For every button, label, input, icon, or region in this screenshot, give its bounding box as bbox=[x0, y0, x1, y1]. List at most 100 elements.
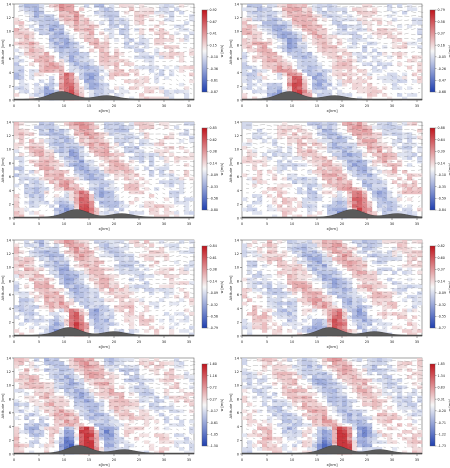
heatmap-cell bbox=[337, 173, 343, 178]
wind-arrow bbox=[369, 33, 375, 35]
heatmap-cell bbox=[19, 322, 25, 326]
wind-arrow bbox=[273, 33, 278, 36]
heatmap-cell bbox=[272, 187, 278, 191]
heatmap-cell bbox=[64, 79, 70, 84]
heatmap-cell bbox=[392, 207, 398, 212]
heatmap-cell bbox=[327, 142, 333, 147]
heatmap-cell bbox=[382, 207, 388, 212]
heatmap-cell bbox=[262, 89, 268, 94]
heatmap-cell bbox=[149, 200, 155, 205]
heatmap-cell bbox=[104, 65, 110, 70]
heatmap-cell bbox=[14, 315, 20, 320]
heatmap-cell bbox=[104, 72, 110, 77]
heatmap-cell bbox=[292, 31, 298, 36]
heatmap-cell bbox=[89, 163, 95, 167]
wind-arrow bbox=[128, 151, 133, 153]
heatmap-cell bbox=[402, 96, 408, 101]
heatmap-cell bbox=[179, 65, 185, 70]
wind-arrow bbox=[183, 15, 189, 18]
heatmap-cell bbox=[49, 173, 55, 178]
heatmap-cell bbox=[34, 277, 40, 282]
wind-arrow bbox=[287, 73, 291, 76]
heatmap-cell bbox=[252, 14, 258, 18]
wind-arrow bbox=[169, 70, 173, 72]
wind-arrow bbox=[189, 51, 194, 53]
colorbar bbox=[429, 9, 436, 93]
x-tick-label: 35 bbox=[415, 104, 420, 108]
heatmap-cell bbox=[69, 52, 75, 56]
heatmap-cell bbox=[74, 69, 80, 73]
wind-arrow bbox=[417, 169, 422, 171]
heatmap-cell bbox=[44, 17, 50, 22]
heatmap-cell bbox=[174, 31, 180, 36]
heatmap-cell bbox=[242, 156, 248, 160]
heatmap-cell bbox=[69, 79, 75, 84]
heatmap-cell bbox=[104, 194, 110, 198]
heatmap-cell bbox=[159, 7, 165, 12]
heatmap-cell bbox=[297, 146, 303, 150]
heatmap-cell bbox=[382, 86, 388, 90]
heatmap-cell bbox=[372, 58, 378, 63]
heatmap-cell bbox=[412, 41, 418, 46]
heatmap-cell bbox=[124, 10, 130, 15]
heatmap-cell bbox=[307, 24, 313, 29]
heatmap-cell bbox=[272, 197, 278, 202]
heatmap-cell bbox=[179, 69, 185, 73]
heatmap-cell bbox=[149, 156, 155, 160]
heatmap-cell bbox=[367, 204, 373, 208]
heatmap-cell bbox=[257, 4, 263, 8]
heatmap-cell bbox=[29, 329, 35, 333]
heatmap-cell bbox=[282, 31, 288, 36]
heatmap-cell bbox=[287, 65, 293, 70]
heatmap-cell bbox=[382, 125, 388, 130]
heatmap-cell bbox=[362, 194, 368, 198]
wind-arrow bbox=[59, 137, 65, 139]
heatmap-cell bbox=[174, 156, 180, 160]
heatmap-cell bbox=[367, 34, 373, 39]
heatmap-cell bbox=[302, 10, 308, 15]
heatmap-cell bbox=[362, 204, 368, 208]
heatmap-cell bbox=[297, 204, 303, 208]
heatmap-cell bbox=[29, 132, 35, 136]
wind-arrow bbox=[300, 55, 305, 57]
heatmap-cell bbox=[144, 14, 150, 18]
heatmap-cell bbox=[164, 166, 170, 171]
heatmap-cell bbox=[74, 159, 80, 164]
heatmap-cell bbox=[372, 176, 378, 181]
heatmap-cell bbox=[302, 149, 308, 154]
heatmap-cell bbox=[307, 93, 313, 97]
heatmap-cell bbox=[29, 312, 35, 316]
heatmap-cell bbox=[59, 142, 65, 147]
heatmap-cell bbox=[347, 204, 353, 208]
heatmap-cell bbox=[74, 125, 80, 130]
wind-arrow bbox=[294, 188, 297, 191]
heatmap-cell bbox=[292, 197, 298, 202]
wind-arrow bbox=[100, 128, 106, 130]
heatmap-cell bbox=[392, 204, 398, 208]
heatmap-cell bbox=[34, 48, 40, 53]
heatmap-cell bbox=[44, 58, 50, 63]
wind-arrow bbox=[328, 28, 334, 30]
heatmap-cell bbox=[34, 69, 40, 73]
wind-arrow bbox=[321, 83, 324, 86]
heatmap-cell bbox=[49, 79, 55, 84]
wind-arrow bbox=[45, 195, 48, 198]
heatmap-cell bbox=[69, 89, 75, 94]
heatmap-cell bbox=[267, 21, 273, 25]
heatmap-cell bbox=[84, 31, 90, 36]
heatmap-cell bbox=[79, 132, 85, 136]
heatmap-cell bbox=[277, 62, 283, 66]
heatmap-cell bbox=[267, 4, 273, 8]
heatmap-cell bbox=[357, 132, 363, 136]
heatmap-cell bbox=[99, 149, 105, 154]
heatmap-cell bbox=[99, 58, 105, 63]
wind-arrow bbox=[24, 137, 30, 139]
x-tick-label: 30 bbox=[390, 104, 395, 108]
wind-arrow bbox=[45, 74, 49, 76]
heatmap-cell bbox=[99, 197, 105, 202]
heatmap-cell bbox=[54, 257, 60, 261]
heatmap-cell bbox=[362, 166, 368, 171]
heatmap-cell bbox=[94, 38, 100, 42]
heatmap-cell bbox=[287, 200, 293, 205]
wind-arrow bbox=[128, 141, 133, 144]
